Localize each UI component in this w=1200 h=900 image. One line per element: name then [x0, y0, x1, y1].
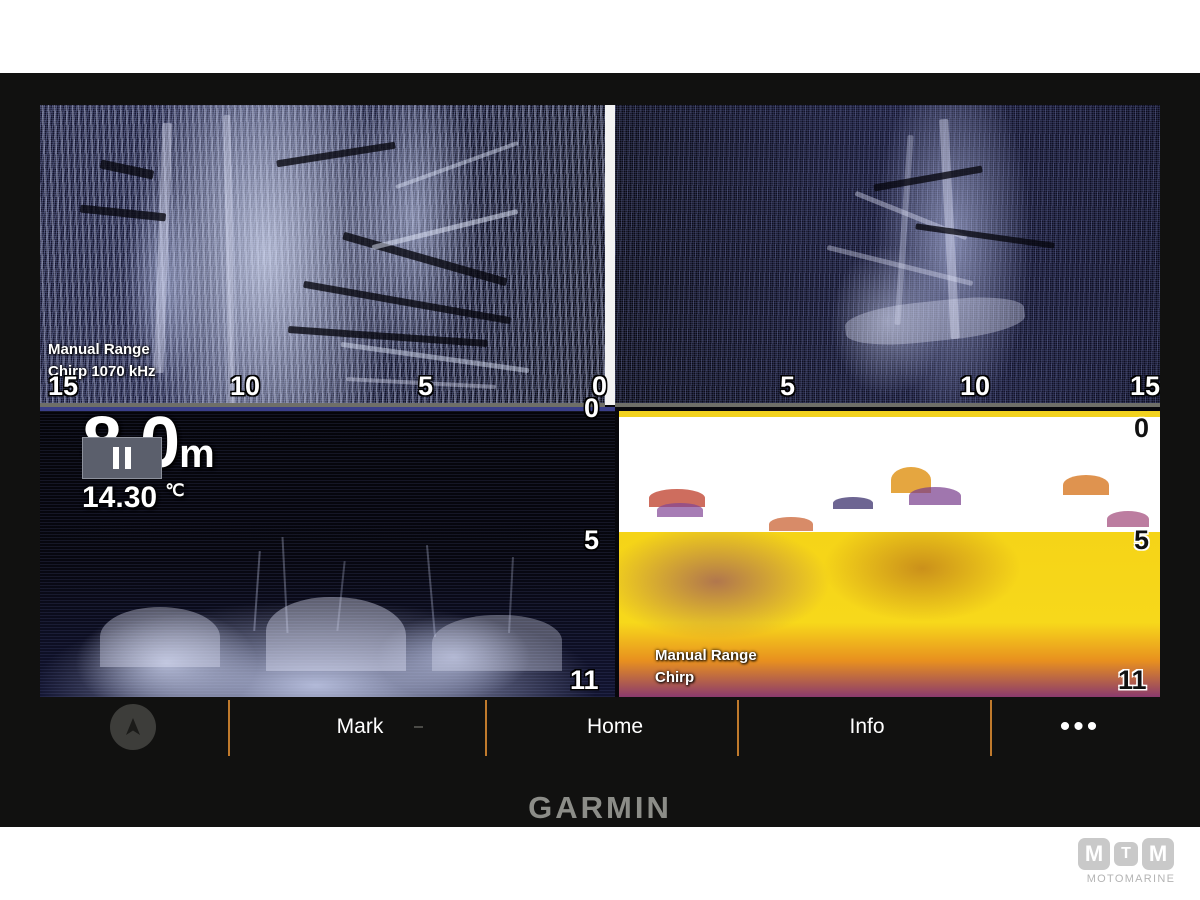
motomarine-watermark: M T M MOTOMARINE: [1078, 838, 1184, 885]
fish-arch: [657, 503, 703, 517]
downscan-imagery: [40, 411, 615, 697]
scale-bar-tr: [615, 403, 1160, 407]
watermark-letter-m2: M: [1142, 838, 1174, 870]
toolbar-divider: [990, 700, 992, 756]
fish-arch: [909, 487, 961, 505]
scale-bar-tl: [40, 403, 605, 407]
fish-arch: [649, 489, 705, 507]
navigation-arrow-icon: [126, 718, 140, 735]
panel-tl-subtitle: Chirp 1070 kHz: [48, 363, 156, 380]
panel-downscan[interactable]: Manual Range Chirp 810 kHz: [40, 411, 615, 697]
scale-tick-tr-10: 10: [960, 371, 991, 401]
depth-tick-bl-5: 5: [584, 525, 600, 555]
sidescan-centerline: [605, 105, 615, 405]
watermark-letter-t: T: [1114, 842, 1138, 866]
sidescan-left-imagery: [40, 105, 605, 405]
temperature-row: 14.30 ℃: [82, 481, 214, 515]
bottom-structure: [100, 607, 220, 667]
bottom-return-fill: [619, 532, 1160, 697]
chartplotter-device-bezel: Manual Range Chirp 1070 kHz 15: [0, 73, 1200, 827]
pause-button[interactable]: [82, 437, 162, 479]
sidescan-right-imagery: [615, 105, 1160, 405]
fish-arch: [769, 517, 813, 531]
depth-tick-br-5: 5: [1134, 525, 1150, 555]
depth-tick-bl-0: 0: [584, 393, 600, 423]
panel-br-title: Manual Range: [655, 647, 757, 664]
depth-tick-bl-11: 11: [570, 665, 599, 695]
fish-arch: [833, 497, 873, 509]
sonar-screen: Manual Range Chirp 1070 kHz 15: [40, 105, 1160, 697]
fish-arch: [1107, 511, 1149, 527]
scale-tick-tr-15: 15: [1130, 371, 1160, 401]
temperature-unit: ℃: [165, 481, 185, 501]
toolbar-divider: [228, 700, 230, 756]
panel-sidescan-left[interactable]: Manual Range Chirp 1070 kHz: [40, 105, 605, 405]
toolbar-divider: [737, 700, 739, 756]
mark-dash-indicator: [414, 726, 423, 728]
pause-icon: [113, 447, 119, 469]
fish-arch: [1063, 475, 1109, 495]
navigation-button[interactable]: [110, 704, 156, 750]
watermark-letter-m1: M: [1078, 838, 1110, 870]
panel-br-subtitle: Chirp: [655, 669, 695, 686]
watermark-letters: M T M: [1078, 838, 1184, 870]
surface-band: [619, 411, 1160, 417]
garmin-wordmark: GARMIN: [528, 790, 672, 825]
depth-tick-br-11: 11: [1118, 665, 1147, 695]
toolbar-item-mark[interactable]: Mark: [336, 715, 384, 738]
scale-tick-tl-0: 0: [592, 371, 608, 401]
panel-chirp-sonar[interactable]: Manual Range Chirp: [619, 411, 1160, 697]
scale-tick-tl-10: 10: [230, 371, 261, 401]
watermark-caption: MOTOMARINE: [1086, 873, 1176, 885]
bottom-structure: [432, 615, 562, 671]
toolbar-divider: [485, 700, 487, 756]
bottom-structure: [266, 597, 406, 671]
scale-tick-tl-15: 15: [48, 371, 79, 401]
depth-tick-br-0: 0: [1134, 413, 1150, 443]
scale-bar-blue: [40, 407, 615, 412]
scale-tick-tl-5: 5: [418, 371, 434, 401]
depth-unit: m: [179, 432, 215, 476]
pause-icon: [125, 447, 131, 469]
toolbar-item-more[interactable]: •••: [1059, 710, 1101, 743]
scale-tick-tr-5: 5: [780, 371, 796, 401]
toolbar-item-info[interactable]: Info: [849, 715, 885, 738]
temperature-value: 14.30: [82, 481, 158, 515]
panel-tl-title: Manual Range: [48, 341, 150, 358]
panel-sidescan-right[interactable]: [615, 105, 1160, 405]
toolbar-item-home[interactable]: Home: [586, 715, 644, 738]
